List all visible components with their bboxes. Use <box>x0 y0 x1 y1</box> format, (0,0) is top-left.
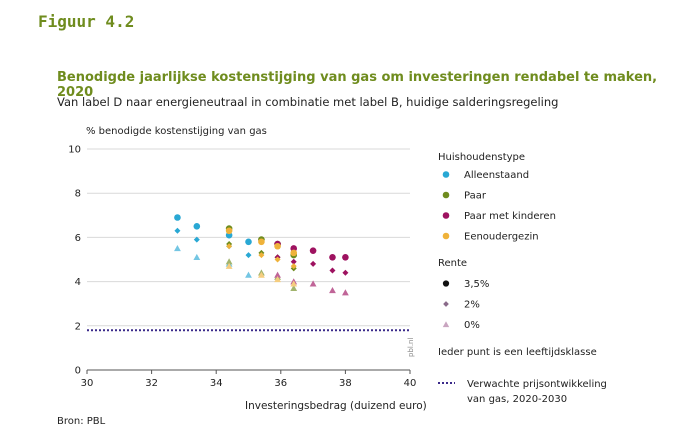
data-point-paar-triangle <box>290 284 298 291</box>
data-point-paar_met_kinderen-triangle <box>329 287 336 294</box>
legend-label-paar_met_kinderen: Paar met kinderen <box>464 211 556 222</box>
data-point-paar_met_kinderen-diamond <box>290 258 297 265</box>
data-point-eenoudergezin-diamond <box>290 263 297 270</box>
data-point-paar_met_kinderen-circle <box>329 253 336 261</box>
data-point-eenoudergezin-circle <box>258 238 265 246</box>
legend-label-alleenstaand: Alleenstaand <box>464 170 529 181</box>
legend-label-rente: 2% <box>464 300 480 311</box>
data-point-alleenstaand-diamond <box>193 236 200 243</box>
legend-group-title-huishoudenstype: Huishoudenstype <box>438 152 525 163</box>
x-tick-label: 36 <box>274 378 287 389</box>
data-point-eenoudergezin-triangle <box>274 275 281 283</box>
data-point-paar_met_kinderen-circle <box>309 247 317 254</box>
legend-swatch-alleenstaand <box>442 171 450 178</box>
data-point-paar_met_kinderen-diamond <box>310 260 317 267</box>
data-point-paar_met_kinderen-triangle <box>274 271 281 278</box>
data-point-paar_met_kinderen-circle <box>342 253 349 261</box>
data-point-eenoudergezin-triangle <box>258 271 265 278</box>
x-tick-label: 38 <box>339 378 352 389</box>
data-point-eenoudergezin-triangle <box>290 280 298 287</box>
y-tick-label: 2 <box>75 321 81 332</box>
data-point-alleenstaand-triangle <box>245 271 252 278</box>
legend-swatch-paar_met_kinderen <box>442 212 450 219</box>
data-point-eenoudergezin-circle <box>225 227 233 235</box>
legend-marker-diamond <box>443 301 449 307</box>
legend-label-rente: 3,5% <box>464 279 489 290</box>
data-point-alleenstaand-circle <box>174 214 181 221</box>
legend-label-rente: 0% <box>464 320 480 331</box>
data-point-eenoudergezin-diamond <box>274 256 281 263</box>
data-point-eenoudergezin-diamond <box>226 243 233 250</box>
grid-lines <box>87 148 410 327</box>
legend-line-label-cont: van gas, 2020-2030 <box>467 394 567 405</box>
legend-group-title-rente: Rente <box>438 258 467 269</box>
legend-note: Ieder punt is een leeftijdsklasse <box>438 347 597 358</box>
data-point-paar_met_kinderen-triangle <box>309 280 317 287</box>
data-point-eenoudergezin-triangle <box>225 262 233 269</box>
y-tick-label: 6 <box>75 233 81 244</box>
axes: 0 2 4 6 8 10 30 32 34 36 38 40 <box>68 145 416 390</box>
legend-line-label: Verwachte prijsontwikkeling <box>467 379 607 390</box>
x-tick-label: 32 <box>145 378 158 389</box>
data-point-alleenstaand-circle <box>245 238 252 246</box>
data-point-eenoudergezin-circle <box>274 242 281 250</box>
x-tick-label: 30 <box>81 378 94 389</box>
y-tick-label: 10 <box>68 145 81 156</box>
data-point-eenoudergezin-circle <box>290 249 298 257</box>
y-tick-label: 4 <box>75 277 81 288</box>
legend: Huishoudenstype Alleenstaand Paar Paar met … <box>438 152 607 405</box>
x-tick-label: 40 <box>404 378 417 389</box>
y-axis-label: % benodigde kostenstijging van gas <box>86 126 267 137</box>
legend-label-eenoudergezin: Eenoudergezin <box>464 232 539 243</box>
legend-marker-circle <box>442 280 450 287</box>
x-tick-label: 34 <box>210 378 223 389</box>
legend-marker-triangle <box>442 321 450 328</box>
x-axis-label: Investeringsbedrag (duizend euro) <box>245 400 427 412</box>
chart-subtitle: Van label D naar energieneutraal in comb… <box>57 95 559 109</box>
data-point-alleenstaand-triangle <box>174 245 181 252</box>
y-tick-label: 8 <box>75 189 81 200</box>
data-point-paar_met_kinderen-triangle <box>342 289 349 296</box>
figure-label: Figuur 4.2 <box>38 12 135 31</box>
data-point-alleenstaand-triangle <box>193 253 201 261</box>
data-point-alleenstaand-diamond <box>174 227 181 234</box>
data-point-alleenstaand-diamond <box>245 252 252 259</box>
data-points <box>174 214 349 296</box>
data-point-paar_met_kinderen-diamond <box>342 269 349 276</box>
source-note: Bron: PBL <box>57 416 106 427</box>
data-point-paar_met_kinderen-diamond <box>329 267 336 274</box>
data-point-paar-triangle <box>225 258 233 265</box>
legend-swatch-paar <box>442 191 450 199</box>
data-point-alleenstaand-circle <box>193 223 201 230</box>
legend-swatch-eenoudergezin <box>442 232 450 240</box>
y-tick-label: 0 <box>75 366 81 377</box>
watermark: pbl.nl <box>407 338 415 357</box>
legend-label-paar: Paar <box>464 191 487 202</box>
chart-title: Benodigde jaarlijkse kostenstijging van … <box>57 70 658 100</box>
data-point-eenoudergezin-diamond <box>258 252 265 259</box>
